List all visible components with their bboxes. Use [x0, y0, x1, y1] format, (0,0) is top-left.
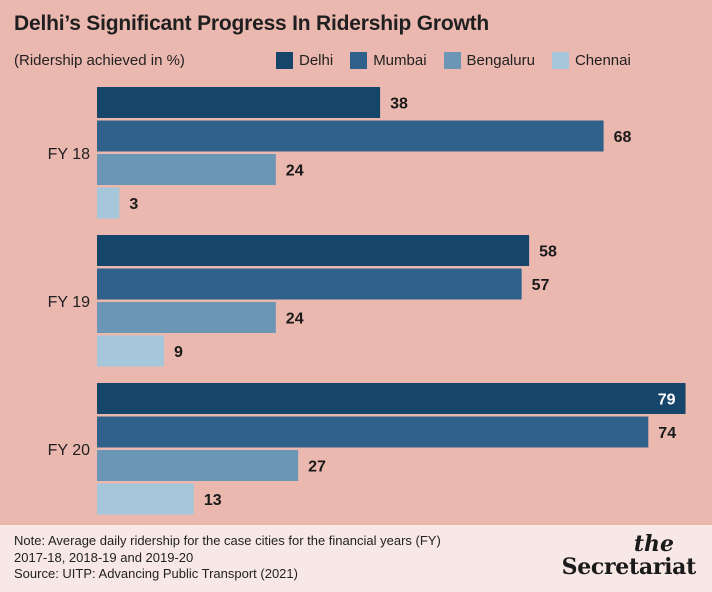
- data-label: 3: [129, 196, 138, 213]
- data-label: 68: [614, 129, 632, 146]
- legend-label: Delhi: [299, 52, 334, 69]
- bar-mumbai-fy19: [97, 268, 522, 300]
- data-label: 13: [204, 492, 222, 509]
- chart-legend: Delhi Mumbai Bengaluru Chennai: [276, 52, 631, 69]
- category-label: FY 19: [48, 294, 91, 311]
- bar-mumbai-fy20: [97, 416, 649, 448]
- bar-chennai-fy19: [97, 335, 165, 367]
- brand-logo: the Secretariat: [561, 531, 697, 580]
- legend-item-chennai: Chennai: [551, 52, 631, 69]
- chart-title: Delhi’s Significant Progress In Ridershi…: [14, 12, 490, 35]
- data-label: 79: [658, 392, 676, 409]
- legend-label: Mumbai: [373, 52, 427, 69]
- data-label: 38: [390, 96, 408, 113]
- chart-subtitle: (Ridership achieved in %): [14, 52, 185, 69]
- legend-swatch: [443, 52, 461, 69]
- data-label: 57: [532, 277, 550, 294]
- legend-swatch: [350, 52, 368, 69]
- note-line-2: 2017-18, 2018-19 and 2019-20: [14, 549, 194, 565]
- legend-item-bengaluru: Bengaluru: [443, 52, 535, 69]
- bar-mumbai-fy18: [97, 120, 604, 152]
- legend-label: Chennai: [574, 52, 631, 69]
- legend-swatch: [551, 52, 569, 69]
- data-label: 24: [286, 163, 304, 180]
- bar-bengaluru-fy19: [97, 302, 276, 333]
- logo-name: Secretariat: [561, 554, 697, 580]
- category-label: FY 20: [48, 442, 91, 459]
- bar-delhi-fy20: [97, 383, 686, 414]
- category-label: FY 18: [48, 146, 91, 163]
- data-label: 24: [286, 311, 304, 328]
- bar-chennai-fy20: [97, 483, 194, 515]
- legend-label: Bengaluru: [466, 52, 535, 69]
- data-label: 9: [174, 344, 183, 361]
- data-label: 58: [539, 244, 557, 261]
- note-line-1: Note: Average daily ridership for the ca…: [14, 533, 441, 548]
- legend-item-mumbai: Mumbai: [350, 52, 427, 69]
- data-label: 27: [308, 459, 326, 476]
- logo-the: the: [633, 531, 674, 557]
- bar-bengaluru-fy18: [97, 154, 276, 185]
- bar-delhi-fy19: [97, 235, 530, 266]
- bar-bengaluru-fy20: [97, 450, 299, 481]
- bar-delhi-fy18: [97, 87, 381, 118]
- legend-item-delhi: Delhi: [276, 52, 333, 69]
- footnote: Note: Average daily ridership for the ca…: [14, 533, 441, 583]
- source-line: Source: UITP: Advancing Public Transport…: [14, 566, 298, 581]
- bar-chart: 38 68 24 3 FY 18 58 57 24 9 FY 19 79 74 27 13 FY 20: [48, 87, 686, 515]
- bar-chennai-fy18: [97, 187, 120, 219]
- footer: Note: Average daily ridership for the ca…: [0, 525, 712, 592]
- data-label: 74: [658, 425, 676, 442]
- legend-swatch: [276, 52, 293, 69]
